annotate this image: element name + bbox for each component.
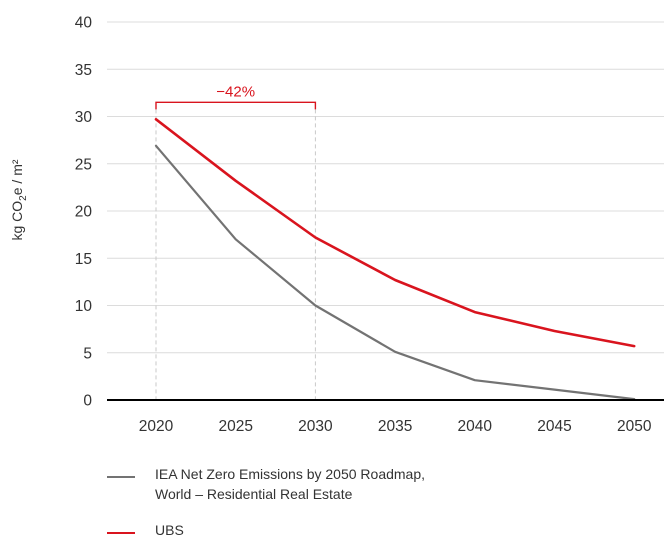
legend-swatch-iea	[107, 476, 135, 478]
y-axis-label: kg CO2e / m²	[9, 159, 29, 240]
x-tick-label: 2020	[139, 418, 174, 435]
y-tick-label: 10	[75, 298, 93, 315]
legend-item-ubs: UBS	[107, 520, 425, 540]
series-line-ubs	[154, 118, 636, 348]
legend: IEA Net Zero Emissions by 2050 Roadmap, …	[107, 464, 425, 540]
y-tick-label: 0	[83, 393, 92, 410]
y-tick-label: 40	[75, 15, 93, 32]
x-tick-label: 2045	[537, 418, 571, 435]
legend-label-ubs: UBS	[155, 522, 184, 538]
series-line-iea	[154, 144, 636, 401]
x-tick-label: 2035	[378, 418, 412, 435]
reference-guides	[155, 102, 316, 400]
y-tick-labels: 0 5 10 15 20 25 30 35 40	[75, 15, 93, 410]
x-tick-label: 2030	[298, 418, 333, 435]
x-tick-label: 2040	[458, 418, 493, 435]
y-tick-label: 35	[75, 62, 92, 79]
y-tick-label: 20	[75, 204, 93, 221]
annotation-bracket	[155, 101, 317, 110]
x-tick-labels: 2020 2025 2030 2035 2040 2045 2050	[139, 418, 652, 435]
legend-item-iea: IEA Net Zero Emissions by 2050 Roadmap, …	[107, 464, 425, 504]
legend-label-iea: IEA Net Zero Emissions by 2050 Roadmap, …	[155, 466, 426, 502]
y-tick-label: 5	[83, 345, 92, 362]
reduction-annotation: −42%	[155, 83, 317, 110]
y-tick-label: 25	[75, 156, 92, 173]
x-tick-label: 2050	[617, 418, 652, 435]
y-tick-label: 30	[75, 109, 93, 126]
series-lines	[107, 118, 664, 401]
legend-swatch-ubs	[107, 532, 135, 534]
x-tick-label: 2025	[218, 418, 252, 435]
gridlines	[107, 21, 664, 354]
annotation-label: −42%	[216, 83, 255, 100]
y-tick-label: 15	[75, 251, 92, 268]
